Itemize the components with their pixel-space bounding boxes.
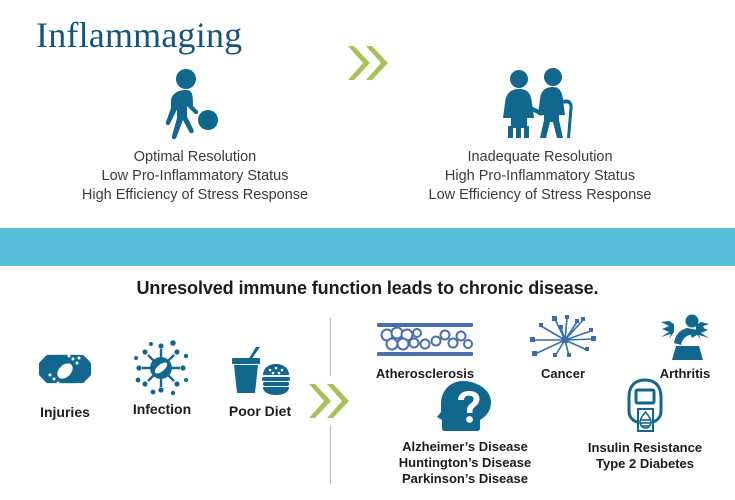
cause-label-infection: Infection [132, 401, 192, 417]
blood-vessel-plaque-icon [358, 318, 492, 362]
disease-neurodegenerative: Alzheimer’s Disease Huntington’s Disease… [370, 380, 560, 487]
comparison-section: Optimal Resolution Low Pro-Inflammatory … [0, 68, 735, 220]
disease-cancer: Cancer [508, 314, 618, 382]
vertical-divider-bottom [330, 426, 331, 484]
disease-label-atherosclerosis: Atherosclerosis [375, 366, 475, 381]
banner-label-aged: Aged [513, 7, 567, 30]
caption-text: Unresolved immune function leads to chro… [136, 278, 599, 298]
aged-line-3: Low Efficiency of Stress Response [428, 187, 652, 203]
joint-pain-person-icon [636, 312, 734, 362]
disease-arthritis: Arthritis [636, 312, 734, 382]
virus-icon [110, 340, 214, 396]
head-question-mark-icon [370, 380, 560, 432]
young-status-lines: Optimal Resolution Low Pro-Inflammatory … [30, 148, 360, 205]
disease-label-diabetes: Insulin Resistance Type 2 Diabetes [587, 440, 703, 471]
young-line-1: Optimal Resolution [133, 149, 257, 165]
aged-status-lines: Inadequate Resolution High Pro-Inflammat… [375, 148, 705, 205]
age-banner [0, 228, 735, 266]
banner-label-young: Young [163, 7, 227, 30]
double-chevron-right-icon-middle [305, 380, 357, 422]
aged-column: Inadequate Resolution High Pro-Inflammat… [375, 68, 705, 205]
disease-label-neurodegenerative: Alzheimer’s Disease Huntington’s Disease… [398, 439, 532, 486]
disease-atherosclerosis: Atherosclerosis [358, 318, 492, 382]
disease-diabetes: Insulin Resistance Type 2 Diabetes [562, 378, 728, 472]
cause-label-poor-diet: Poor Diet [228, 403, 292, 419]
double-chevron-right-icon-top [344, 42, 396, 84]
cause-infection: Infection [110, 340, 214, 417]
cause-injuries: Injuries [13, 345, 117, 420]
cancer-cell-icon [508, 314, 618, 362]
glucose-meter-icon [562, 378, 728, 432]
fast-food-icon [208, 344, 312, 396]
aged-line-1: Inadequate Resolution [467, 149, 613, 165]
aged-line-2: High Pro-Inflammatory Status [444, 168, 636, 184]
young-line-2: Low Pro-Inflammatory Status [101, 168, 289, 184]
bandages-icon [13, 345, 117, 397]
page-title: Inflammaging [36, 15, 243, 55]
cause-poor-diet: Poor Diet [208, 344, 312, 419]
young-line-3: High Efficiency of Stress Response [81, 187, 309, 203]
child-playing-ball-icon [30, 68, 360, 140]
cause-label-injuries: Injuries [40, 404, 90, 420]
elderly-couple-icon [375, 68, 705, 140]
disease-label-cancer: Cancer [540, 366, 586, 381]
vertical-divider-top [330, 318, 331, 376]
disease-label-arthritis: Arthritis [659, 366, 711, 381]
young-column: Optimal Resolution Low Pro-Inflammatory … [30, 68, 360, 205]
